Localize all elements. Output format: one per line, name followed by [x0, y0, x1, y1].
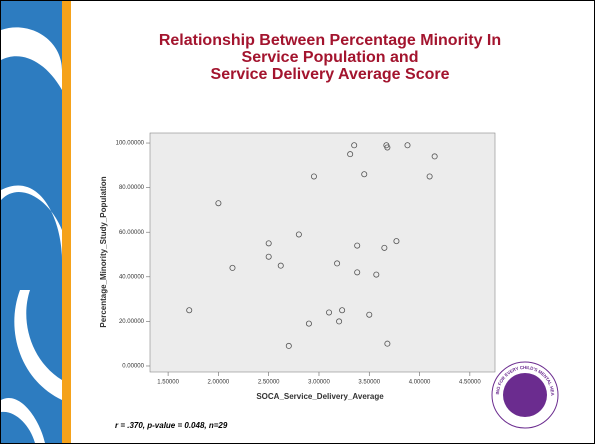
x-tick-label: 2.00000 — [208, 380, 230, 386]
x-tick-label: 2.50000 — [258, 380, 280, 386]
logo-disc — [503, 373, 547, 417]
y-tick-label: 20.00000 — [119, 319, 145, 325]
y-tick-label: 0.00000 — [122, 364, 144, 370]
page: Relationship Between Percentage Minority… — [0, 0, 595, 444]
x-tick-label: 1.50000 — [157, 380, 179, 386]
title-line: Service Delivery Average Score — [211, 66, 450, 83]
y-axis-label: Percentage_Minority_Study_Population — [99, 176, 108, 327]
annotation: r = .370, p-value = 0.048, n=29 — [115, 421, 228, 430]
x-tick-label: 4.00000 — [409, 380, 431, 386]
x-tick-label: 3.50000 — [358, 380, 380, 386]
plot-area — [150, 133, 495, 372]
x-axis-label: SOCA_Service_Delivery_Average — [256, 392, 384, 401]
y-tick-label: 60.00000 — [119, 230, 145, 236]
title-line: Service Population and — [242, 49, 419, 66]
slide: Relationship Between Percentage Minority… — [0, 0, 595, 444]
y-tick-label: 100.00000 — [116, 141, 145, 147]
y-tick-label: 40.00000 — [119, 274, 145, 280]
y-tick-label: 80.00000 — [119, 185, 145, 191]
x-tick-label: 4.50000 — [459, 380, 481, 386]
logo-caption: Systems of Care — [508, 418, 542, 423]
side-decoration — [1, 1, 71, 443]
x-tick-label: 3.00000 — [308, 380, 330, 386]
title-line: Relationship Between Percentage Minority… — [159, 32, 501, 49]
